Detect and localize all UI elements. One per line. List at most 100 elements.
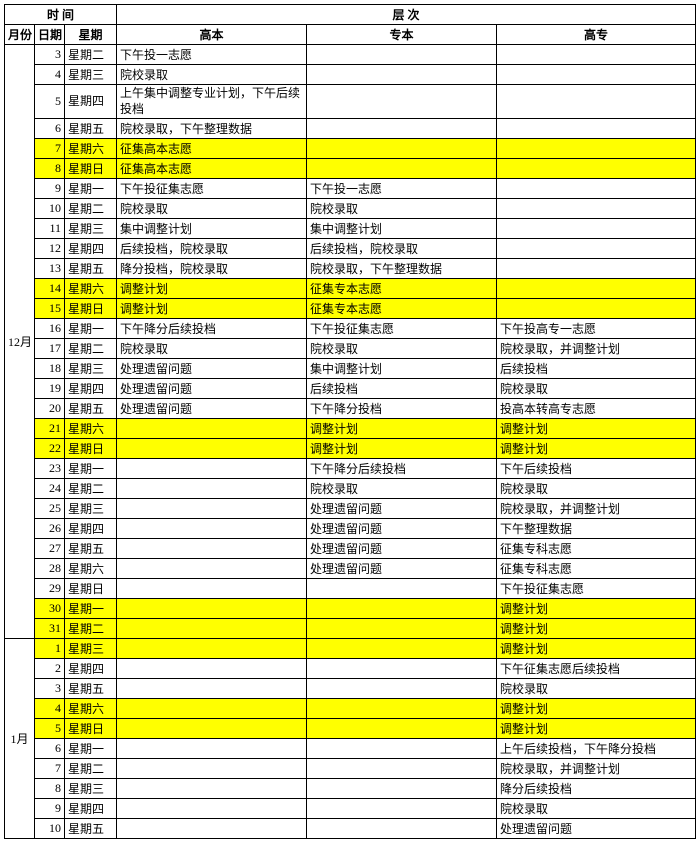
- cell-weekday: 星期二: [65, 199, 117, 219]
- cell-weekday: 星期二: [65, 45, 117, 65]
- cell-c1: 院校录取，下午整理数据: [117, 119, 307, 139]
- cell-c2: [307, 65, 497, 85]
- cell-date: 10: [35, 819, 65, 839]
- cell-weekday: 星期日: [65, 159, 117, 179]
- cell-c1: [117, 799, 307, 819]
- cell-c2: 集中调整计划: [307, 219, 497, 239]
- cell-date: 10: [35, 199, 65, 219]
- table-row: 28星期六处理遗留问题征集专科志愿: [5, 559, 696, 579]
- cell-c2: 处理遗留问题: [307, 519, 497, 539]
- table-row: 23星期一下午降分后续投档下午后续投档: [5, 459, 696, 479]
- cell-c1: 集中调整计划: [117, 219, 307, 239]
- cell-date: 27: [35, 539, 65, 559]
- cell-c1: 征集高本志愿: [117, 159, 307, 179]
- cell-c3: 院校录取，并调整计划: [497, 759, 696, 779]
- cell-weekday: 星期四: [65, 85, 117, 119]
- cell-weekday: 星期二: [65, 339, 117, 359]
- cell-c2: 征集专本志愿: [307, 279, 497, 299]
- cell-c1: [117, 719, 307, 739]
- table-row: 7星期六征集高本志愿: [5, 139, 696, 159]
- table-row: 24星期二院校录取院校录取: [5, 479, 696, 499]
- cell-c2: 调整计划: [307, 419, 497, 439]
- schedule-table: 时 间 层 次 月份 日期 星期 高本 专本 高专 12月3星期二下午投一志愿4…: [4, 4, 696, 839]
- cell-date: 17: [35, 339, 65, 359]
- cell-c1: [117, 519, 307, 539]
- cell-weekday: 星期四: [65, 659, 117, 679]
- cell-weekday: 星期二: [65, 479, 117, 499]
- cell-weekday: 星期六: [65, 419, 117, 439]
- table-row: 5星期日调整计划: [5, 719, 696, 739]
- cell-c1: [117, 679, 307, 699]
- cell-weekday: 星期三: [65, 359, 117, 379]
- cell-c1: [117, 559, 307, 579]
- cell-c2: [307, 659, 497, 679]
- cell-c1: [117, 659, 307, 679]
- cell-c3: [497, 45, 696, 65]
- table-row: 13星期五降分投档，院校录取院校录取，下午整理数据: [5, 259, 696, 279]
- cell-c1: [117, 759, 307, 779]
- cell-c2: 院校录取: [307, 339, 497, 359]
- cell-c3: 下午投高专一志愿: [497, 319, 696, 339]
- cell-date: 12: [35, 239, 65, 259]
- cell-weekday: 星期一: [65, 739, 117, 759]
- table-row: 2星期四下午征集志愿后续投档: [5, 659, 696, 679]
- table-row: 7星期二院校录取，并调整计划: [5, 759, 696, 779]
- cell-c3: 院校录取，并调整计划: [497, 499, 696, 519]
- cell-date: 6: [35, 119, 65, 139]
- cell-weekday: 星期六: [65, 699, 117, 719]
- cell-c1: 下午投一志愿: [117, 45, 307, 65]
- cell-c1: [117, 499, 307, 519]
- cell-c1: 处理遗留问题: [117, 359, 307, 379]
- table-row: 4星期六调整计划: [5, 699, 696, 719]
- table-row: 26星期四处理遗留问题下午整理数据: [5, 519, 696, 539]
- cell-c2: 下午投征集志愿: [307, 319, 497, 339]
- cell-c3: 院校录取，并调整计划: [497, 339, 696, 359]
- table-row: 8星期三降分后续投档: [5, 779, 696, 799]
- header-level-group: 层 次: [117, 5, 696, 25]
- cell-c3: 下午后续投档: [497, 459, 696, 479]
- cell-date: 9: [35, 799, 65, 819]
- cell-c2: [307, 619, 497, 639]
- cell-date: 28: [35, 559, 65, 579]
- cell-c3: 院校录取: [497, 679, 696, 699]
- table-row: 16星期一下午降分后续投档下午投征集志愿下午投高专一志愿: [5, 319, 696, 339]
- cell-weekday: 星期二: [65, 619, 117, 639]
- cell-date: 1: [35, 639, 65, 659]
- cell-date: 7: [35, 139, 65, 159]
- cell-date: 20: [35, 399, 65, 419]
- cell-c3: 投高本转高专志愿: [497, 399, 696, 419]
- cell-weekday: 星期六: [65, 139, 117, 159]
- cell-weekday: 星期六: [65, 559, 117, 579]
- table-row: 29星期日下午投征集志愿: [5, 579, 696, 599]
- cell-month: 1月: [5, 639, 35, 839]
- cell-c2: [307, 45, 497, 65]
- cell-c1: [117, 479, 307, 499]
- cell-c3: [497, 139, 696, 159]
- cell-weekday: 星期三: [65, 219, 117, 239]
- cell-weekday: 星期五: [65, 119, 117, 139]
- cell-c1: 调整计划: [117, 279, 307, 299]
- table-row: 17星期二院校录取院校录取院校录取，并调整计划: [5, 339, 696, 359]
- cell-c2: [307, 85, 497, 119]
- cell-c1: 处理遗留问题: [117, 399, 307, 419]
- table-row: 5星期四上午集中调整专业计划，下午后续投档: [5, 85, 696, 119]
- cell-c2: 下午降分后续投档: [307, 459, 497, 479]
- cell-date: 29: [35, 579, 65, 599]
- cell-c2: [307, 639, 497, 659]
- cell-c2: 院校录取: [307, 479, 497, 499]
- cell-c3: 后续投档: [497, 359, 696, 379]
- cell-c2: 集中调整计划: [307, 359, 497, 379]
- cell-c1: 院校录取: [117, 65, 307, 85]
- table-head: 时 间 层 次 月份 日期 星期 高本 专本 高专: [5, 5, 696, 45]
- cell-date: 30: [35, 599, 65, 619]
- cell-c3: 院校录取: [497, 379, 696, 399]
- cell-date: 7: [35, 759, 65, 779]
- cell-c3: 征集专科志愿: [497, 559, 696, 579]
- cell-weekday: 星期四: [65, 799, 117, 819]
- cell-c2: [307, 599, 497, 619]
- cell-date: 26: [35, 519, 65, 539]
- cell-weekday: 星期日: [65, 299, 117, 319]
- cell-c3: 征集专科志愿: [497, 539, 696, 559]
- table-row: 30星期一调整计划: [5, 599, 696, 619]
- cell-c1: 下午降分后续投档: [117, 319, 307, 339]
